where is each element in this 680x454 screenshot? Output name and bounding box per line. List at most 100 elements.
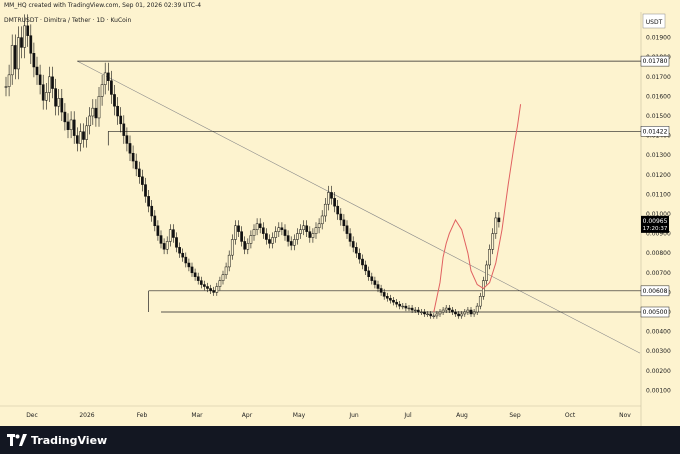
candle-body [26, 25, 30, 36]
candle-body [358, 252, 361, 260]
candle-body [407, 307, 411, 310]
candle-body [178, 247, 181, 254]
candle-body [370, 276, 374, 281]
y-tick-label: 0.00400 [646, 329, 671, 336]
candle-body [478, 296, 482, 307]
candle-body [255, 223, 259, 230]
tradingview-logo[interactable]: TradingView [7, 434, 107, 447]
candle-body [94, 107, 98, 119]
candle-body [147, 196, 150, 207]
candle-body [454, 311, 457, 315]
candle-body [131, 152, 135, 162]
x-tick-label: Aug [456, 412, 468, 419]
candle-body [79, 131, 82, 144]
price-level-label: 0.01780 [643, 58, 668, 65]
candle-body [184, 256, 188, 264]
candle-body [491, 233, 495, 250]
price-level-label: 0.01422 [643, 128, 668, 135]
candle-body [426, 313, 429, 316]
candle-body [423, 311, 426, 315]
y-tick-label: 0.00800 [646, 250, 671, 257]
y-tick-label: 0.00300 [646, 348, 671, 355]
candle-body [444, 307, 448, 311]
candle-body [385, 296, 389, 299]
x-tick-label: Sep [509, 412, 521, 419]
candle-body [215, 286, 219, 293]
candle-body [230, 239, 234, 256]
candle-body [165, 241, 169, 250]
candle-body [203, 284, 206, 287]
candle-body [35, 66, 39, 76]
candle-body [286, 235, 290, 242]
candle-body [119, 115, 123, 125]
x-tick-label: 2026 [79, 412, 94, 419]
bar-countdown: 17:20:37 [643, 226, 668, 232]
trend-line [77, 60, 641, 354]
candle-body [13, 45, 17, 70]
candle-body [224, 266, 228, 276]
candle-body [410, 307, 414, 311]
candle-body [172, 229, 175, 238]
candle-body [274, 231, 278, 238]
candle-body [100, 84, 104, 97]
currency-box [642, 13, 666, 29]
candle-body [181, 252, 185, 258]
candle-body [320, 215, 324, 225]
x-tick-label: Feb [137, 412, 148, 419]
candle-body [187, 262, 191, 268]
candle-body [75, 135, 79, 144]
candle-body [17, 37, 20, 70]
y-tick-label: 0.01100 [646, 191, 671, 198]
candle-body [237, 225, 240, 232]
candle-body [252, 229, 256, 236]
candle-body [485, 264, 488, 281]
candle-body [447, 307, 451, 311]
candle-body [488, 249, 491, 266]
candle-body [460, 313, 464, 317]
candle-body [227, 254, 231, 268]
footer-bar: TradingView [0, 426, 680, 454]
y-tick-label: 0.00100 [646, 387, 671, 394]
candle-body [432, 315, 436, 317]
candle-body [162, 243, 166, 250]
candle-body [466, 309, 470, 313]
candle-body [441, 309, 445, 313]
candle-body [265, 233, 268, 240]
candle-body [125, 135, 129, 144]
price-chart[interactable]: USDT DMTRUSDT · Dimitra / Tether · 1D · K… [0, 0, 680, 426]
candle-body [345, 225, 349, 234]
y-tick-label: 0.01700 [646, 74, 671, 81]
y-tick-label: 0.01000 [646, 211, 671, 218]
price-level-label: 0.00500 [643, 309, 668, 316]
candle-body [141, 176, 144, 185]
candle-body [305, 225, 309, 232]
x-tick-label: May [293, 412, 306, 419]
candle-body [218, 280, 222, 287]
candle-body [299, 229, 302, 234]
candle-body [429, 313, 433, 317]
candle-body [389, 298, 392, 301]
candle-body [258, 223, 262, 228]
x-tick-label: Jun [348, 412, 359, 419]
candle-body [32, 53, 36, 68]
candle-body [367, 270, 371, 277]
candle-body [88, 115, 92, 127]
candle-body [137, 168, 141, 178]
candle-body [116, 105, 119, 117]
created-with-text: MM_HQ created with TradingView.com, Sep … [4, 2, 202, 9]
candle-body [246, 243, 250, 250]
candle-body [57, 98, 61, 107]
currency-label: USDT [646, 19, 663, 26]
x-tick-label: Apr [242, 412, 253, 419]
candle-body [376, 284, 380, 289]
candle-body [10, 45, 14, 76]
candle-body [339, 213, 343, 221]
x-tick-label: Mar [191, 412, 203, 419]
candle-body [351, 241, 355, 248]
candle-body [457, 313, 460, 317]
candle-body [364, 264, 367, 272]
candle-body [382, 292, 386, 297]
chart-header: MM_HQ created with TradingView.com, Sep … [0, 0, 680, 12]
candle-body [122, 123, 126, 136]
